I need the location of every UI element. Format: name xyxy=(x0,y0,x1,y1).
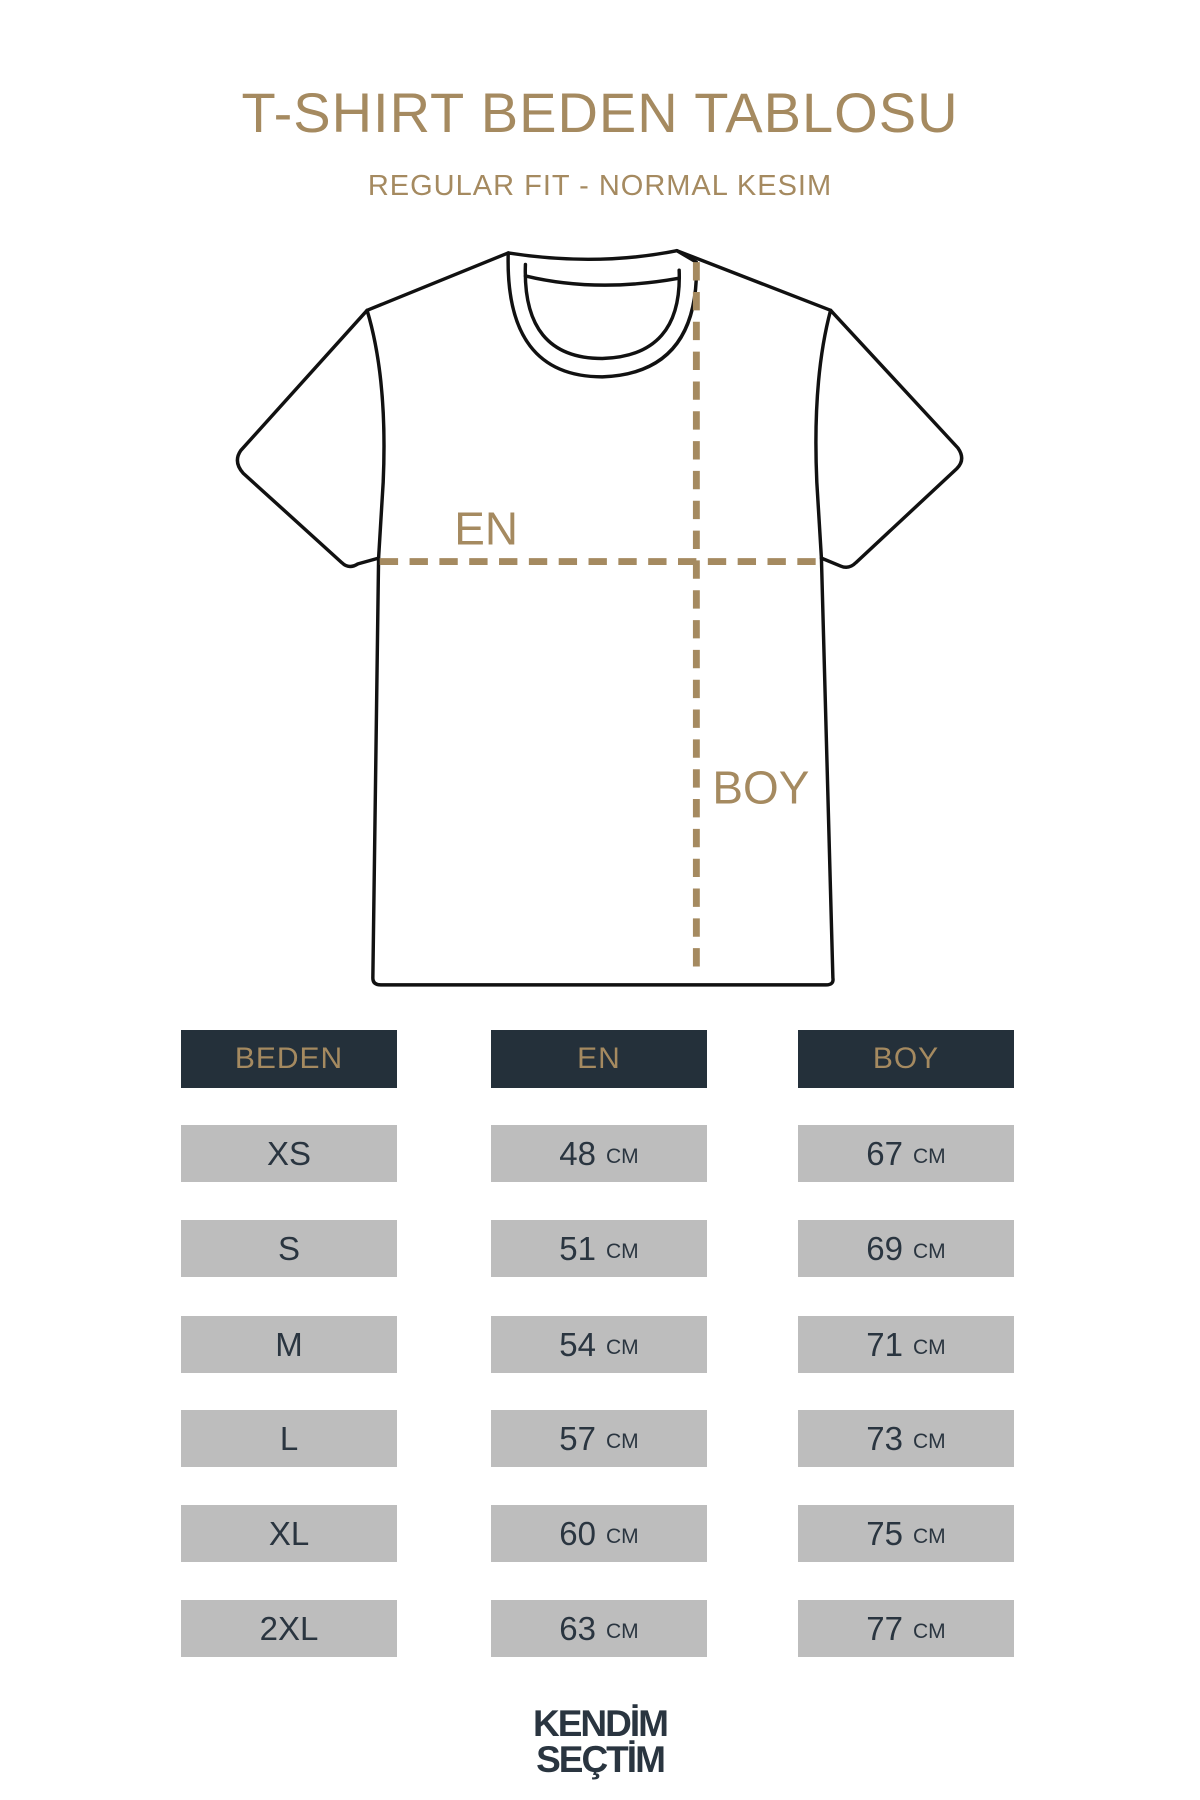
page-title: T-SHIRT BEDEN TABLOSU xyxy=(241,81,959,144)
cell-value: 67 xyxy=(866,1134,904,1172)
cell-unit: CM xyxy=(606,1239,639,1263)
cell-unit: CM xyxy=(913,1144,946,1168)
cell-unit: CM xyxy=(913,1239,946,1263)
tshirt-outline xyxy=(235,248,964,987)
cell-value: 75 xyxy=(866,1514,904,1552)
cell-size: M xyxy=(181,1316,397,1373)
cell-boy: 71 CM xyxy=(798,1316,1014,1373)
cell-unit: CM xyxy=(606,1144,639,1168)
cell-value: 69 xyxy=(866,1229,904,1267)
cell-en: 60 CM xyxy=(491,1505,707,1562)
cell-en: 63 CM xyxy=(491,1600,707,1657)
logo-line-2: SEÇTİM xyxy=(536,1739,666,1780)
cell-boy: 73 CM xyxy=(798,1410,1014,1467)
cell-value: 60 xyxy=(559,1514,597,1552)
cell-size: 2XL xyxy=(181,1600,397,1657)
cell-unit: CM xyxy=(913,1335,946,1359)
en-label: EN xyxy=(454,502,518,554)
cell-boy: 67 CM xyxy=(798,1125,1014,1182)
cell-value: XS xyxy=(266,1134,312,1172)
cell-boy: 75 CM xyxy=(798,1505,1014,1562)
cell-unit: CM xyxy=(913,1524,946,1548)
cell-value: 54 xyxy=(559,1325,597,1363)
column-boy: BOY xyxy=(798,1030,1014,1088)
cell-unit: CM xyxy=(606,1524,639,1548)
cell-size: L xyxy=(181,1410,397,1467)
cell-en: 57 CM xyxy=(491,1410,707,1467)
header-en: EN xyxy=(491,1030,707,1088)
cell-unit: CM xyxy=(606,1429,639,1453)
boy-label: BOY xyxy=(712,762,809,814)
cell-value: 57 xyxy=(559,1419,597,1457)
header-boy: BOY xyxy=(798,1030,1014,1088)
cell-value: 71 xyxy=(866,1325,904,1363)
cell-boy: 77 CM xyxy=(798,1600,1014,1657)
cell-value: M xyxy=(275,1325,303,1363)
brand-logo: KENDİM SEÇTİM xyxy=(0,1703,1200,1780)
column-beden: BEDEN xyxy=(181,1030,397,1088)
cell-unit: CM xyxy=(913,1429,946,1453)
header-beden: BEDEN xyxy=(181,1030,397,1088)
cell-value: XL xyxy=(268,1514,310,1552)
cell-unit: CM xyxy=(606,1335,639,1359)
cell-value: 73 xyxy=(866,1419,904,1457)
cell-unit: CM xyxy=(606,1619,639,1643)
measure-lines xyxy=(379,262,822,976)
cell-size: S xyxy=(181,1220,397,1277)
cell-size: XS xyxy=(181,1125,397,1182)
cell-value: 63 xyxy=(559,1609,597,1647)
cell-en: 48 CM xyxy=(491,1125,707,1182)
cell-en: 51 CM xyxy=(491,1220,707,1277)
logo-line-1: KENDİM xyxy=(533,1703,669,1744)
cell-value: 51 xyxy=(559,1229,597,1267)
page-subtitle: REGULAR FIT - NORMAL KESIM xyxy=(367,170,833,202)
cell-value: 48 xyxy=(559,1134,597,1172)
cell-value: 77 xyxy=(866,1609,904,1647)
cell-boy: 69 CM xyxy=(798,1220,1014,1277)
cell-value: L xyxy=(279,1419,299,1457)
cell-size: XL xyxy=(181,1505,397,1562)
cell-value: 2XL xyxy=(259,1609,319,1647)
cell-en: 54 CM xyxy=(491,1316,707,1373)
cell-unit: CM xyxy=(913,1619,946,1643)
column-en: EN xyxy=(491,1030,707,1088)
cell-value: S xyxy=(277,1229,300,1267)
